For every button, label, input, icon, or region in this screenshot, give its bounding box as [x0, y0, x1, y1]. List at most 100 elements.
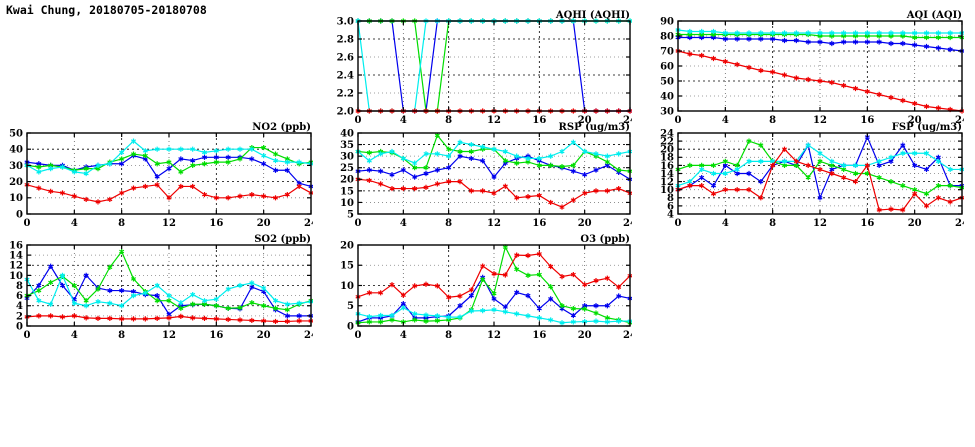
svg-text:5: 5 [347, 209, 354, 220]
svg-text:25: 25 [340, 163, 354, 174]
chart-title-o3: O3 (ppb) [580, 234, 630, 245]
svg-text:20: 20 [257, 330, 271, 341]
series-series4-no2 [24, 182, 313, 205]
svg-text:24: 24 [623, 115, 632, 126]
grid-lines [358, 133, 630, 214]
svg-text:8: 8 [667, 193, 674, 204]
svg-text:50: 50 [660, 76, 674, 87]
svg-text:8: 8 [769, 218, 776, 229]
series-series1-rsp [355, 153, 632, 182]
svg-text:15: 15 [340, 261, 354, 272]
svg-text:10: 10 [9, 271, 23, 282]
svg-text:2.6: 2.6 [337, 52, 354, 63]
series-series4-fsp [675, 146, 964, 213]
svg-text:16: 16 [532, 218, 546, 229]
svg-text:20: 20 [578, 330, 592, 341]
svg-text:2: 2 [16, 311, 23, 322]
svg-text:10: 10 [9, 193, 23, 204]
svg-text:3.0: 3.0 [337, 16, 354, 27]
svg-text:12: 12 [813, 115, 827, 126]
svg-text:16: 16 [209, 218, 223, 229]
svg-text:4: 4 [722, 115, 729, 126]
chart-panel-o3: 0 5 10 15 20 0 4 8 12 16 20 24 O3 (ppb) [331, 234, 632, 343]
svg-text:20: 20 [9, 177, 23, 188]
svg-text:30: 30 [9, 161, 23, 172]
svg-text:5: 5 [347, 301, 354, 312]
svg-text:50: 50 [9, 128, 23, 139]
svg-text:0: 0 [16, 321, 23, 332]
x-axis: 0 4 8 12 16 20 24 [675, 133, 964, 229]
svg-text:4: 4 [400, 330, 407, 341]
svg-text:4: 4 [722, 218, 729, 229]
svg-text:12: 12 [9, 261, 23, 272]
svg-text:60: 60 [660, 61, 674, 72]
svg-text:0: 0 [347, 321, 354, 332]
chart-title-fsp: FSP (ug/m3) [892, 122, 962, 133]
series-series2-so2 [24, 248, 313, 313]
svg-text:2.8: 2.8 [337, 34, 354, 45]
chart-title-no2: NO2 (ppb) [252, 122, 311, 133]
x-axis: 0 4 8 12 16 20 24 [355, 21, 632, 126]
svg-text:30: 30 [660, 106, 674, 117]
svg-text:12: 12 [162, 218, 176, 229]
svg-text:4: 4 [400, 115, 407, 126]
svg-text:8: 8 [769, 115, 776, 126]
svg-text:16: 16 [532, 115, 546, 126]
chart-title-aqhi: AQHI (AQHI) [555, 10, 630, 21]
svg-text:4: 4 [71, 218, 78, 229]
svg-text:8: 8 [445, 115, 452, 126]
svg-text:20: 20 [908, 218, 922, 229]
chart-title-so2: SO2 (ppb) [254, 234, 311, 245]
y-axis: 30 40 50 60 70 80 90 [660, 16, 962, 117]
svg-text:12: 12 [162, 330, 176, 341]
grid-lines [358, 21, 630, 111]
series-series3-rsp [355, 139, 632, 166]
svg-text:12: 12 [487, 330, 501, 341]
svg-text:70: 70 [660, 46, 674, 57]
chart-panel-rsp: 51015202530354004812162024RSP (ug/m3) [331, 122, 632, 231]
svg-text:16: 16 [660, 161, 674, 172]
svg-text:24: 24 [660, 128, 674, 139]
chart-panel-aqhi: 2.0 2.2 2.4 2.6 2.8 3.0 0 4 8 12 16 20 24 AQHI (AQHI) [331, 10, 632, 128]
svg-text:24: 24 [304, 218, 313, 229]
x-axis: 0 4 8 12 16 20 24 [24, 245, 313, 341]
svg-text:16: 16 [209, 330, 223, 341]
svg-text:15: 15 [340, 186, 354, 197]
chart-panel-aqi: 30 40 50 60 70 80 90 0 4 8 12 16 20 24 AQI (AQI) [651, 10, 964, 128]
svg-text:20: 20 [340, 240, 354, 251]
svg-text:0: 0 [355, 330, 362, 341]
svg-text:20: 20 [660, 145, 674, 156]
chart-panel-so2: 024681012141604812162024SO2 (ppb) [0, 234, 313, 343]
chart-panel-no2: 0 10 20 30 40 50 0 4 8 12 16 20 24 NO2 (ppb) [0, 122, 313, 231]
svg-text:10: 10 [340, 281, 354, 292]
svg-text:16: 16 [860, 218, 874, 229]
svg-text:24: 24 [955, 115, 964, 126]
svg-text:22: 22 [660, 137, 674, 148]
svg-text:2.4: 2.4 [337, 70, 354, 81]
svg-text:18: 18 [660, 153, 674, 164]
svg-text:12: 12 [487, 115, 501, 126]
svg-text:0: 0 [24, 330, 31, 341]
svg-text:12: 12 [660, 177, 674, 188]
svg-text:0: 0 [675, 218, 682, 229]
svg-text:8: 8 [445, 330, 452, 341]
svg-text:4: 4 [16, 301, 23, 312]
chart-title-rsp: RSP (ug/m3) [559, 122, 630, 133]
x-axis: 0 4 8 12 16 20 24 [675, 21, 964, 126]
svg-text:2.2: 2.2 [337, 88, 354, 99]
svg-text:35: 35 [340, 140, 354, 151]
svg-text:8: 8 [16, 281, 23, 292]
y-axis: 0 5 10 15 20 [340, 240, 630, 332]
svg-text:20: 20 [578, 115, 592, 126]
svg-text:12: 12 [487, 218, 501, 229]
page-title: Kwai Chung, 20180705-20180708 [6, 3, 207, 17]
svg-text:40: 40 [660, 91, 674, 102]
chart-panel-fsp: 468101214161820222404812162024FSP (ug/m3… [651, 122, 964, 231]
svg-text:20: 20 [908, 115, 922, 126]
svg-text:20: 20 [578, 218, 592, 229]
svg-text:24: 24 [623, 330, 632, 341]
svg-text:10: 10 [660, 185, 674, 196]
chart-title-aqi: AQI (AQI) [906, 10, 962, 21]
y-axis: 2.0 2.2 2.4 2.6 2.8 3.0 [337, 16, 630, 117]
